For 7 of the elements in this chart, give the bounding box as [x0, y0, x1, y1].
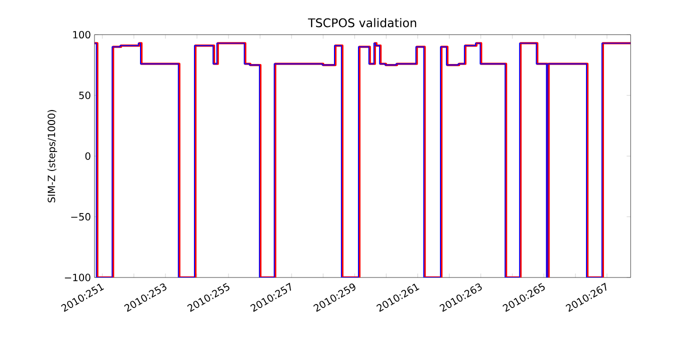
y-tick-label: 0 — [85, 152, 90, 160]
y-tick-label: 50 — [79, 92, 90, 100]
y-tick-label: −50 — [71, 213, 90, 221]
y-tick-label: 100 — [73, 31, 90, 38]
chart-title: TSCPOS validation — [308, 18, 416, 28]
y-axis-title: SIM-Z (steps/1000) — [48, 110, 58, 202]
y-tick-label: −100 — [64, 274, 90, 282]
